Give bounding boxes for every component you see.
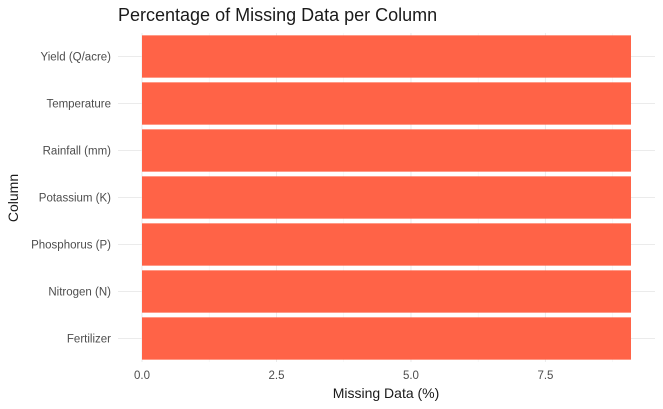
chart-title: Percentage of Missing Data per Column — [118, 5, 437, 25]
y-tick-label: Temperature — [46, 99, 111, 111]
tick-labels: Fertilizer Nitrogen (N) Phosphorus (P) Pota… — [31, 52, 553, 383]
x-tick-label: 0.0 — [134, 370, 150, 382]
bars — [142, 35, 631, 360]
y-tick-label: Rainfall (mm) — [43, 146, 112, 158]
x-axis-title: Missing Data (%) — [333, 385, 440, 401]
y-tick-label: Phosphorus (P) — [31, 240, 111, 252]
x-tick-label: 5.0 — [403, 370, 419, 382]
y-tick-label: Nitrogen (N) — [48, 287, 111, 299]
y-axis-title: Column — [5, 174, 21, 222]
x-tick-label: 7.5 — [537, 370, 553, 382]
x-tick-label: 2.5 — [268, 370, 284, 382]
bar — [142, 35, 631, 78]
y-tick-label: Potassium (K) — [39, 193, 111, 205]
bar — [142, 82, 631, 125]
bar — [142, 270, 631, 313]
bar — [142, 317, 631, 360]
bar — [142, 176, 631, 219]
bar — [142, 129, 631, 172]
y-tick-label: Yield (Q/acre) — [40, 52, 111, 64]
bar — [142, 223, 631, 266]
y-tick-label: Fertilizer — [67, 334, 111, 346]
